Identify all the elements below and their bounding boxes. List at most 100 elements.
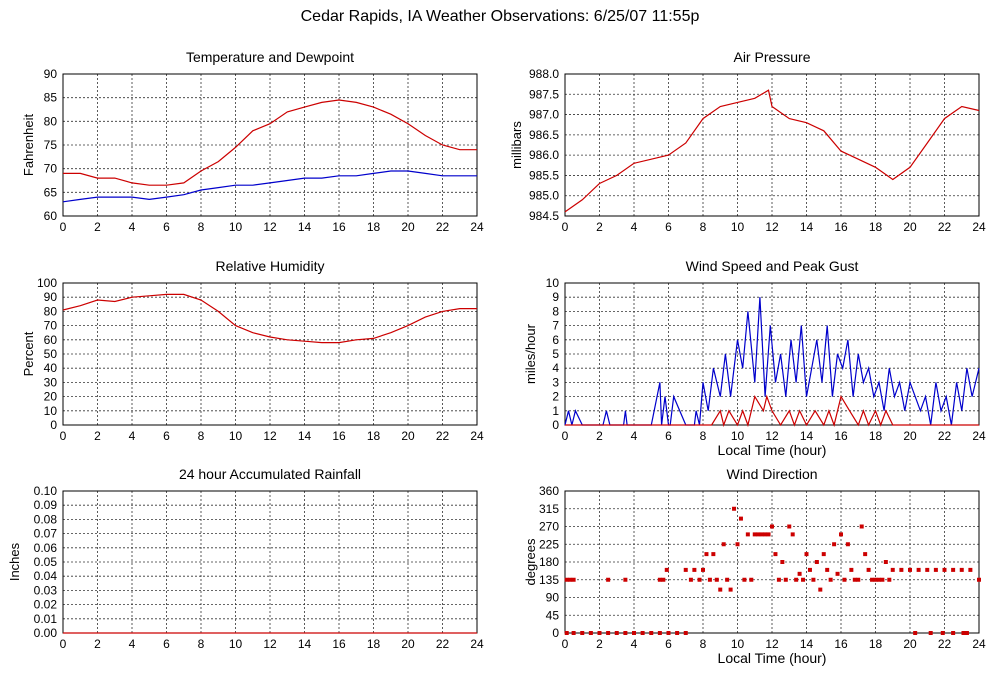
x-tick-label: 16 xyxy=(834,220,848,234)
scatter-point xyxy=(564,577,569,582)
x-tick-label: 0 xyxy=(60,220,67,234)
y-tick-label: 10 xyxy=(546,276,560,290)
x-tick-label: 4 xyxy=(631,637,638,651)
x-tick-label: 14 xyxy=(298,429,312,443)
scatter-point xyxy=(756,532,761,537)
y-tick-label: 360 xyxy=(539,484,559,498)
y-tick-label: 0.01 xyxy=(34,612,58,626)
scatter-point xyxy=(697,577,702,582)
x-tick-label: 6 xyxy=(665,220,672,234)
series-line-pressure xyxy=(564,89,980,213)
series-line-humidity xyxy=(62,293,477,344)
scatter-point xyxy=(683,631,688,635)
scatter-point xyxy=(742,577,747,582)
scatter-point xyxy=(683,567,688,572)
y-tick-label: 8 xyxy=(552,304,559,318)
y-axis-label: degrees xyxy=(523,538,538,585)
scatter-point xyxy=(738,516,743,521)
chart-title: Air Pressure xyxy=(733,49,810,65)
y-tick-label: 0.07 xyxy=(34,527,58,541)
y-tick-label: 3 xyxy=(552,375,559,389)
series-line-wind-gust xyxy=(565,394,979,428)
x-tick-label: 4 xyxy=(129,429,136,443)
scatter-point xyxy=(883,560,888,564)
y-tick-label: 80 xyxy=(44,114,58,128)
x-tick-label: 18 xyxy=(367,220,381,234)
y-tick-label: 0.04 xyxy=(34,569,58,583)
y-tick-label: 45 xyxy=(546,608,560,622)
scatter-point xyxy=(564,631,569,635)
scatter-point xyxy=(856,577,861,582)
x-tick-label: 2 xyxy=(596,637,603,651)
x-tick-label: 18 xyxy=(367,637,381,651)
y-tick-label: 7 xyxy=(552,319,559,333)
x-tick-label: 22 xyxy=(938,220,952,234)
x-tick-label: 20 xyxy=(401,429,415,443)
y-tick-label: 180 xyxy=(539,555,559,569)
scatter-point xyxy=(968,567,973,572)
scatter-point xyxy=(571,577,576,582)
y-tick-label: 9 xyxy=(552,290,559,304)
y-tick-label: 70 xyxy=(44,162,58,176)
scatter-point xyxy=(688,577,693,582)
scatter-point xyxy=(766,532,771,537)
y-tick-label: 40 xyxy=(44,361,58,375)
scatter-point xyxy=(859,524,864,529)
scatter-point xyxy=(821,552,826,557)
x-tick-label: 16 xyxy=(834,637,848,651)
x-tick-label: 0 xyxy=(562,220,569,234)
scatter-point xyxy=(580,631,585,635)
x-tick-label: 20 xyxy=(903,637,917,651)
y-tick-label: 986.0 xyxy=(529,148,559,162)
scatter-point xyxy=(780,560,785,564)
x-tick-label: 6 xyxy=(665,637,672,651)
scatter-point xyxy=(814,560,819,564)
chart-title: 24 hour Accumulated Rainfall xyxy=(179,466,361,482)
x-tick-label: 22 xyxy=(436,429,450,443)
series-line-dewpoint xyxy=(62,170,477,203)
y-tick-label: 85 xyxy=(44,91,58,105)
y-tick-label: 988.0 xyxy=(529,67,559,81)
scatter-point xyxy=(790,532,795,537)
y-tick-label: 2 xyxy=(552,390,559,404)
scatter-point xyxy=(707,577,712,582)
scatter-point xyxy=(842,577,847,582)
scatter-point xyxy=(606,577,611,582)
x-tick-label: 22 xyxy=(436,637,450,651)
scatter-point xyxy=(664,567,669,572)
plot-frame xyxy=(564,282,980,426)
scatter-point xyxy=(692,567,697,572)
scatter-point xyxy=(632,631,636,635)
scatter-point xyxy=(807,567,812,572)
x-tick-label: 14 xyxy=(298,220,312,234)
scatter-point xyxy=(745,532,750,537)
y-tick-label: 50 xyxy=(44,347,58,361)
scatter-point xyxy=(863,552,868,557)
x-tick-label: 24 xyxy=(972,637,986,651)
scatter-point xyxy=(614,631,619,635)
page-title: Cedar Rapids, IA Weather Observations: 6… xyxy=(300,8,700,25)
y-tick-label: 985.5 xyxy=(529,168,559,182)
x-tick-label: 10 xyxy=(229,429,243,443)
y-tick-label: 75 xyxy=(44,138,58,152)
y-tick-label: 60 xyxy=(44,209,58,223)
x-tick-label: 10 xyxy=(229,220,243,234)
plot-frame xyxy=(62,73,478,217)
y-tick-label: 0 xyxy=(50,418,57,432)
x-tick-label: 0 xyxy=(60,637,67,651)
y-tick-label: 6 xyxy=(552,333,559,347)
y-tick-label: 985.0 xyxy=(529,189,559,203)
x-tick-label: 2 xyxy=(596,220,603,234)
y-tick-label: 986.5 xyxy=(529,128,559,142)
y-axis-label: Fahrenheit xyxy=(21,114,36,177)
y-axis-label: Percent xyxy=(21,331,36,376)
x-tick-label: 12 xyxy=(263,220,277,234)
x-tick-label: 2 xyxy=(94,637,101,651)
scatter-point xyxy=(588,631,593,635)
x-tick-label: 8 xyxy=(700,429,707,443)
scatter-point xyxy=(942,567,947,572)
y-tick-label: 984.5 xyxy=(529,209,559,223)
chart-title: Temperature and Dewpoint xyxy=(186,49,354,65)
plot-frame xyxy=(62,282,478,426)
